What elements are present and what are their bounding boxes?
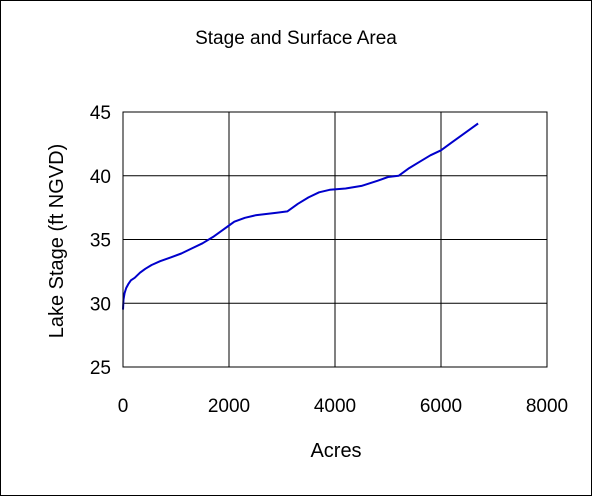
y-axis-label: Lake Stage (ft NGVD) <box>46 144 68 339</box>
stage-area-line <box>122 122 479 310</box>
y-tick-label: 30 <box>90 294 111 315</box>
x-tick-label: 8000 <box>526 396 568 417</box>
grid-lines <box>122 111 548 368</box>
y-tick-label: 45 <box>90 103 111 124</box>
x-tick-label: 2000 <box>208 396 250 417</box>
chart-title: Stage and Surface Area <box>195 28 397 49</box>
y-tick-label: 35 <box>90 231 111 252</box>
y-tick-label: 40 <box>90 167 111 188</box>
x-tick-label: 4000 <box>314 396 356 417</box>
tick-labels: 0 2000 4000 6000 8000 25 30 35 40 45 <box>90 103 568 417</box>
plot-border <box>122 111 548 368</box>
x-axis-label: Acres <box>310 440 361 462</box>
x-tick-label: 0 <box>118 396 129 417</box>
plot-series <box>122 122 479 310</box>
x-tick-label: 6000 <box>420 396 462 417</box>
y-tick-label: 25 <box>90 358 111 379</box>
